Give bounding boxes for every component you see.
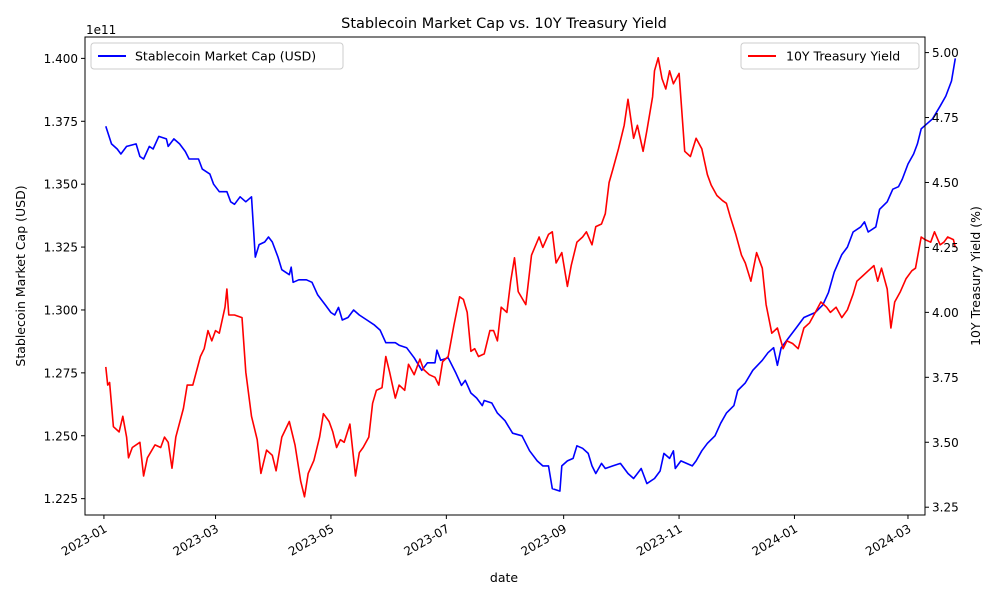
y-axis-left-label: Stablecoin Market Cap (USD) [13, 185, 28, 366]
y-axis-right: 3.25 3.50 3.75 4.00 4.25 4.50 4.75 5.00 [925, 46, 959, 515]
y-left-tick-label: 1.275 [44, 366, 78, 380]
legend-left-label: Stablecoin Market Cap (USD) [135, 49, 316, 64]
y-right-tick-label: 3.50 [932, 436, 959, 450]
y-left-tick-label: 1.375 [44, 115, 78, 129]
legend-left: Stablecoin Market Cap (USD) [90, 42, 344, 70]
y-right-tick-label: 4.25 [932, 241, 959, 255]
series-line-stablecoin-market-cap [105, 58, 957, 492]
y-left-tick-label: 1.250 [44, 429, 78, 443]
left-axis-offset-label: 1e11 [86, 23, 116, 37]
y-right-tick-label: 3.75 [932, 371, 959, 385]
chart-title: Stablecoin Market Cap vs. 10Y Treasury Y… [341, 16, 667, 32]
y-axis-left: 1.225 1.250 1.275 1.300 1.325 1.350 1.375 1.400 [44, 52, 85, 506]
y-left-tick-label: 1.300 [44, 303, 78, 317]
y-left-tick-label: 1.400 [44, 52, 78, 66]
y-left-tick-label: 1.325 [44, 241, 78, 255]
legend-left-box [90, 42, 344, 70]
y-axis-right-label: 10Y Treasury Yield (%) [968, 206, 983, 346]
x-axis-label: date [490, 570, 518, 585]
series-layer [105, 56, 957, 498]
y-right-tick-label: 5.00 [932, 46, 959, 60]
y-right-tick-label: 4.00 [932, 306, 959, 320]
legend-right-box [740, 42, 920, 70]
y-right-tick-label: 3.25 [932, 501, 959, 515]
y-left-tick-label: 1.350 [44, 178, 78, 192]
plot-frame [84, 36, 926, 516]
legend-right-label: 10Y Treasury Yield [786, 49, 900, 64]
legend-right: 10Y Treasury Yield [740, 42, 920, 70]
y-right-tick-label: 4.75 [932, 111, 959, 125]
series-line-treasury-yield [105, 56, 957, 498]
y-left-tick-label: 1.225 [44, 492, 78, 506]
y-right-tick-label: 4.50 [932, 176, 959, 190]
